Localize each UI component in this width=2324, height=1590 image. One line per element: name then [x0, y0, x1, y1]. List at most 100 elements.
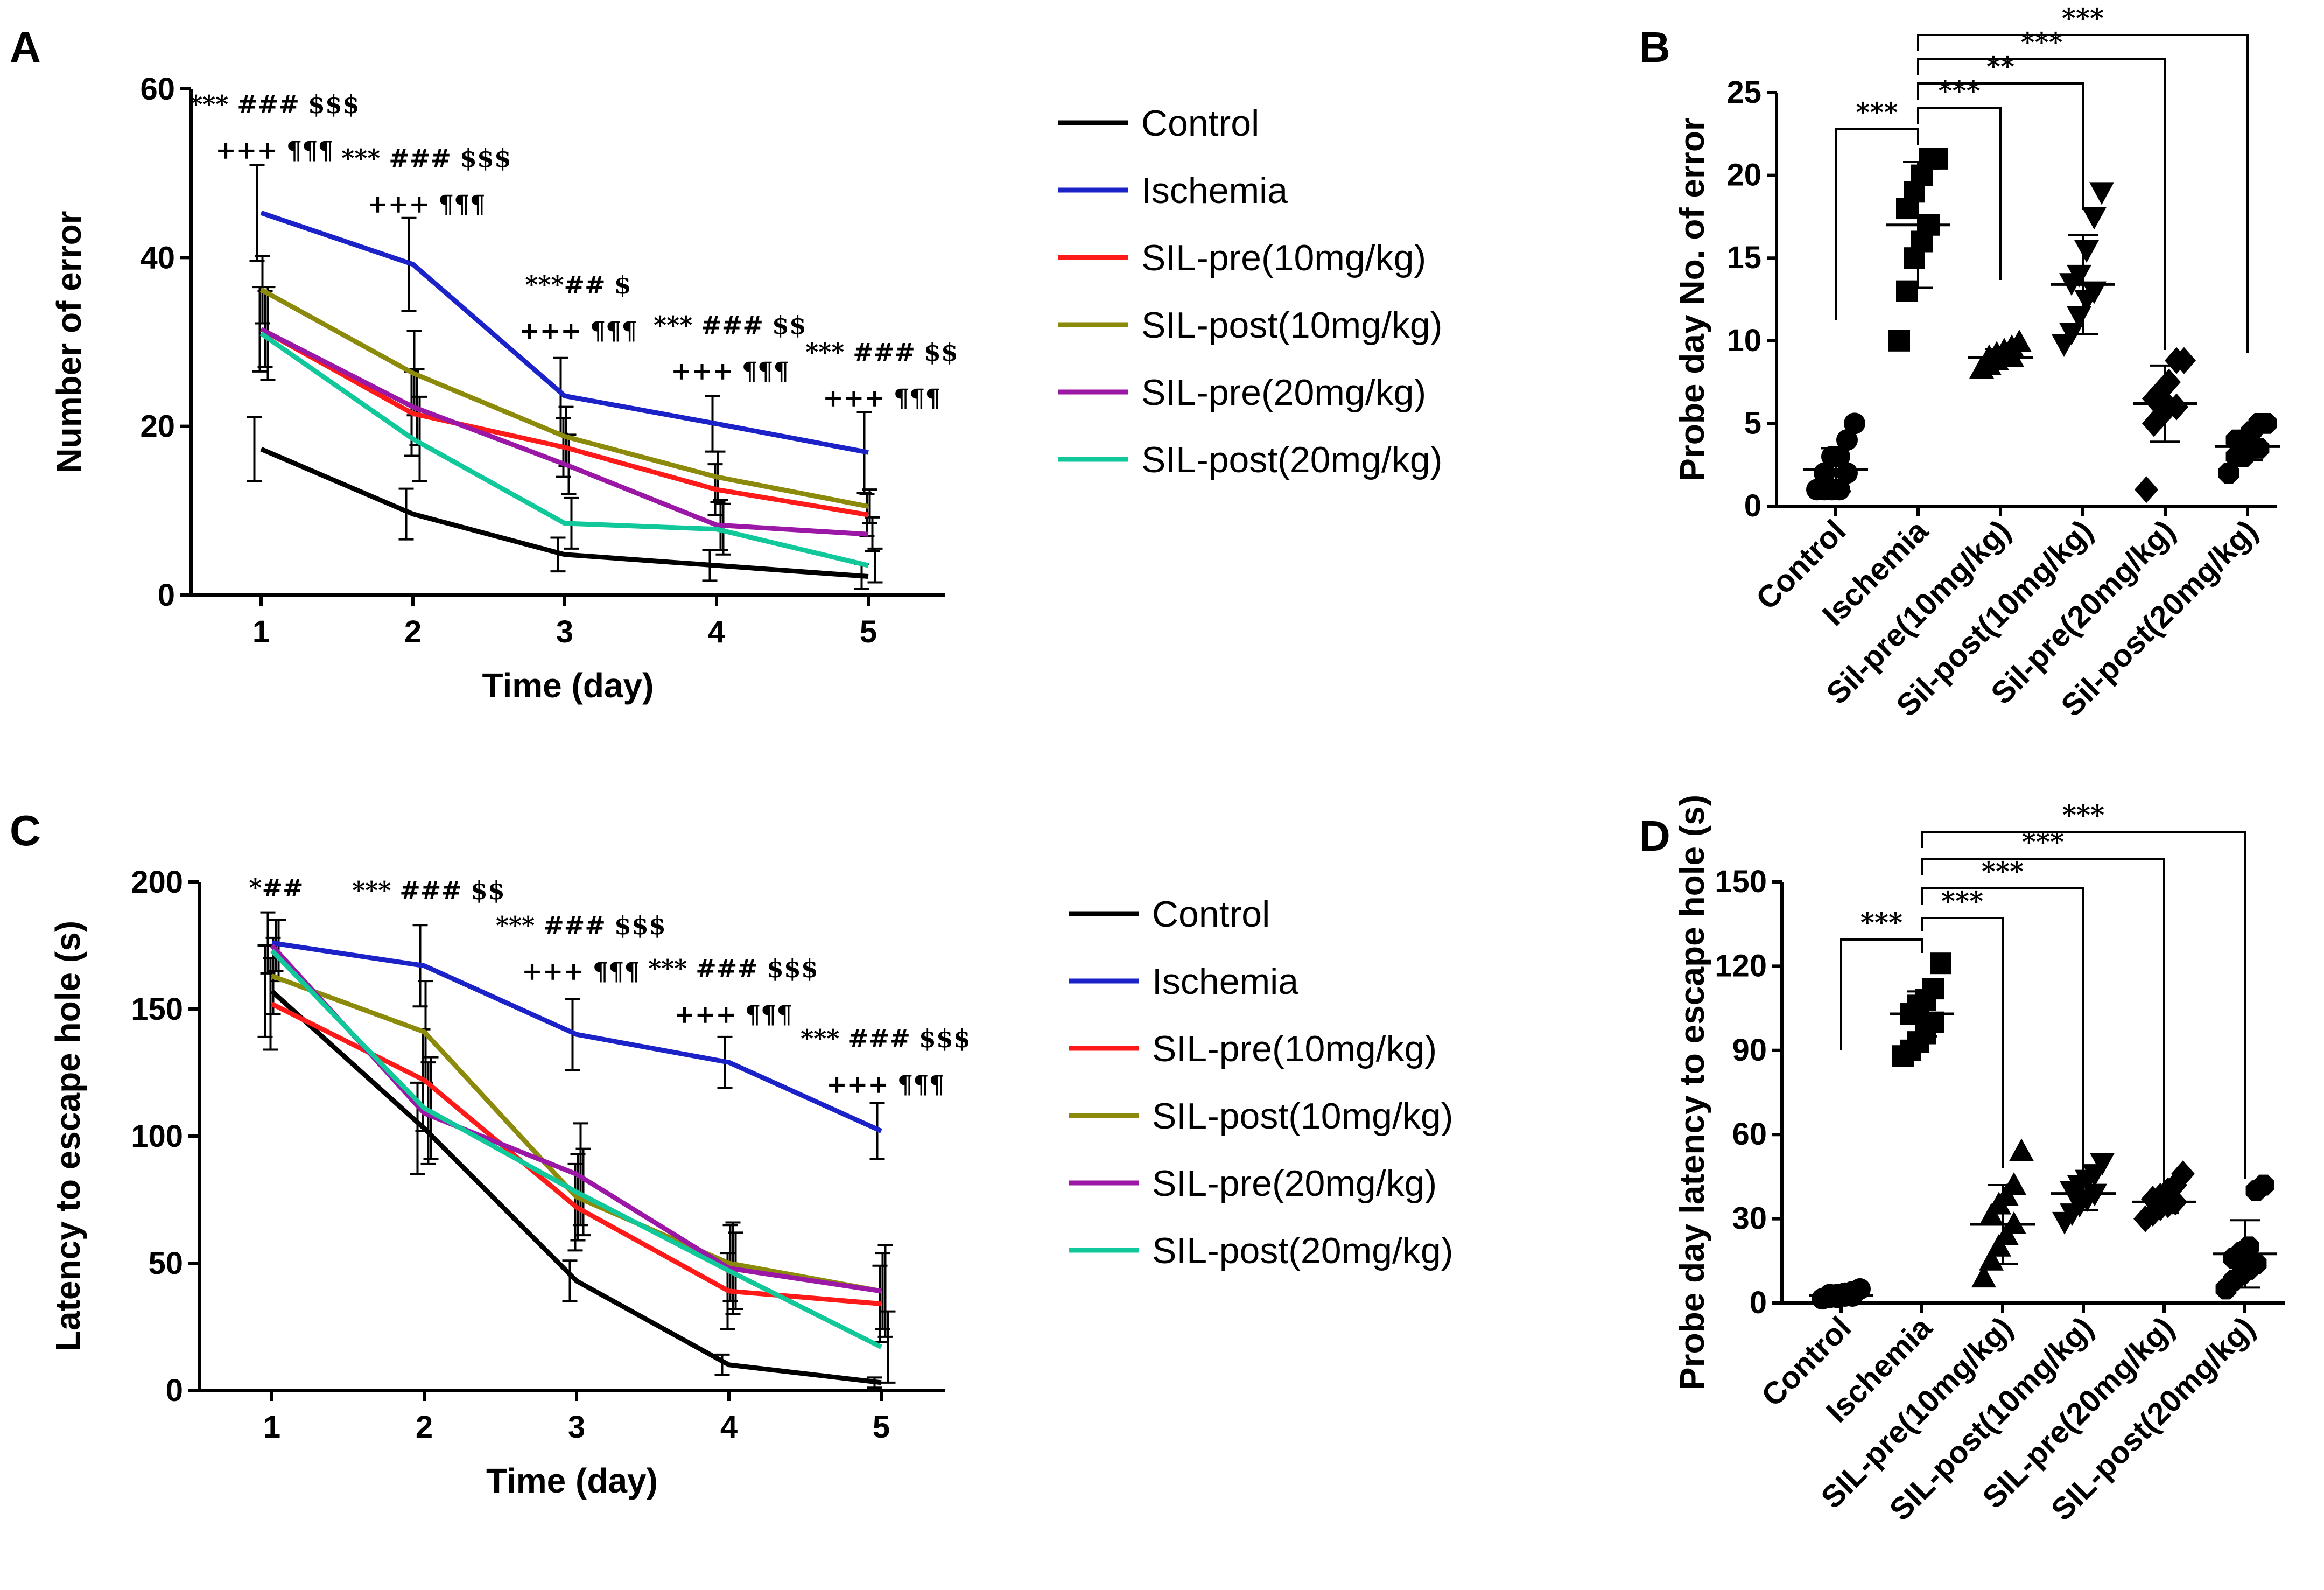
panel-a: A 0 20 40 60 1 2 3 4 5 Time (day) Number of error **… [10, 23, 1442, 705]
legend-label: SIL-pre(20mg/kg) [1152, 1163, 1437, 1204]
y-tick-label: 10 [1726, 323, 1761, 358]
x-tick-label: 1 [263, 1410, 280, 1445]
series-line-sil_post_20 [259, 331, 869, 568]
comparison-bracket [1917, 82, 2084, 210]
legend-label: SIL-pre(10mg/kg) [1152, 1028, 1437, 1069]
significance-label: +++ ¶¶¶ [215, 136, 333, 165]
comparison-bracket [1840, 938, 1923, 1050]
data-point [2135, 476, 2158, 503]
series-line-ischemia [260, 211, 869, 455]
data-point [2089, 182, 2114, 205]
comparison-label: *** [1860, 907, 1902, 938]
y-tick-label: 5 [1744, 405, 1761, 440]
data-point [1836, 429, 1858, 451]
comparison-label: *** [1938, 75, 1980, 107]
comparison-label: *** [2062, 799, 2104, 831]
y-tick-label: 20 [1726, 158, 1761, 193]
comparison-label: ** [1986, 51, 2014, 82]
y-tick-label: 150 [131, 992, 183, 1027]
series-line-sil_pre_20 [259, 327, 869, 537]
data-point [2067, 306, 2091, 329]
legend-label: Control [1152, 894, 1270, 935]
data-point [1888, 330, 1910, 352]
data-point [1971, 1265, 1996, 1288]
data-point [1836, 462, 1858, 484]
data-point [2238, 1236, 2259, 1258]
panel-label: C [10, 807, 41, 854]
y-tick-label: 60 [1732, 1117, 1767, 1152]
significance-label: +++ ¶¶¶ [522, 957, 640, 986]
y-tick-label: 25 [1726, 75, 1761, 110]
significance-label: +++ ¶¶¶ [823, 383, 940, 412]
y-axis-label: Probe day No. of error [1673, 117, 1711, 481]
data-point [2090, 1153, 2115, 1176]
comparison-bracket [1917, 107, 2002, 280]
significance-label: +++ ¶¶¶ [674, 1000, 792, 1029]
significance-label: *** ### $$ [352, 876, 505, 905]
comparison-label: *** [1941, 885, 1983, 917]
comparison-bracket [1921, 887, 2084, 1174]
x-tick-label: 2 [416, 1410, 433, 1445]
x-tick-label: 2 [404, 614, 422, 649]
significance-label: *** ### $$$ [496, 911, 666, 940]
series-line-sil_pre_10 [259, 327, 869, 517]
x-tick-label: 3 [568, 1410, 585, 1445]
data-point [1829, 479, 1850, 501]
panel-label: D [1639, 812, 1670, 860]
data-point [2256, 412, 2277, 434]
significance-label: +++ ¶¶¶ [519, 316, 637, 345]
series-line-control [260, 446, 869, 579]
x-tick-label: 4 [720, 1410, 738, 1445]
legend-label: Control [1141, 103, 1259, 144]
legend-label: SIL-post(10mg/kg) [1152, 1096, 1453, 1137]
series-line-sil_post_10 [259, 287, 869, 509]
y-tick-label: 40 [140, 240, 175, 275]
y-tick-label: 15 [1726, 240, 1761, 275]
series-line-sil_post_20 [270, 949, 883, 1349]
series-line-ischemia [271, 940, 882, 1133]
y-tick-label: 100 [131, 1119, 183, 1154]
significance-label: *** ### $$ [654, 311, 806, 340]
data-point [2082, 281, 2107, 304]
comparison-label: *** [2022, 826, 2064, 858]
legend-label: SIL-post(10mg/kg) [1141, 305, 1442, 346]
y-tick-label: 0 [1744, 488, 1761, 523]
y-axis-label: Probe day latency to escape hole (s) [1673, 795, 1711, 1390]
comparison-bracket [1917, 58, 2166, 350]
significance-label: +++ ¶¶¶ [826, 1070, 944, 1099]
data-point [2157, 368, 2181, 396]
data-point [1979, 1248, 2004, 1271]
x-tick-label: 3 [556, 614, 573, 649]
significance-label: +++ ¶¶¶ [367, 190, 485, 219]
data-point [2165, 393, 2188, 421]
panel-b: B0510152025ControlIschemiaSil-pre(10mg/k… [1639, 2, 2280, 723]
panel-label: A [10, 23, 41, 71]
comparison-bracket [1917, 34, 2249, 353]
significance-label: *** ### $$$ [341, 144, 511, 173]
data-point [2067, 264, 2091, 288]
data-point [2009, 1138, 2034, 1161]
x-tick-label: 5 [860, 614, 877, 649]
significance-label: *## [249, 873, 303, 902]
legend-label: SIL-pre(10mg/kg) [1141, 237, 1426, 278]
y-tick-label: 0 [1750, 1285, 1767, 1320]
comparison-label: *** [1982, 856, 2024, 887]
data-point [2007, 329, 2032, 352]
y-tick-label: 150 [1715, 864, 1767, 899]
y-tick-label: 30 [1732, 1201, 1767, 1236]
significance-label: +++ ¶¶¶ [671, 356, 789, 386]
comparison-label: *** [1856, 96, 1898, 128]
panel-c: C 0 50 100 150 200 1 2 3 4 5 Time (day) Latency to e… [10, 807, 1453, 1500]
series-line-control [270, 989, 882, 1385]
comparison-label: *** [2020, 26, 2062, 58]
data-point [1930, 952, 1951, 975]
comparison-bracket [1835, 128, 1919, 320]
data-point [2172, 347, 2196, 374]
legend-label: Ischemia [1152, 961, 1298, 1002]
y-tick-label: 120 [1715, 948, 1767, 983]
series-line-sil_post_10 [271, 973, 882, 1294]
data-point [2082, 207, 2107, 230]
significance-label: *** ### $$$ [801, 1024, 971, 1053]
y-axis-label: Number of error [50, 211, 88, 473]
legend-label: SIL-post(20mg/kg) [1152, 1230, 1453, 1271]
